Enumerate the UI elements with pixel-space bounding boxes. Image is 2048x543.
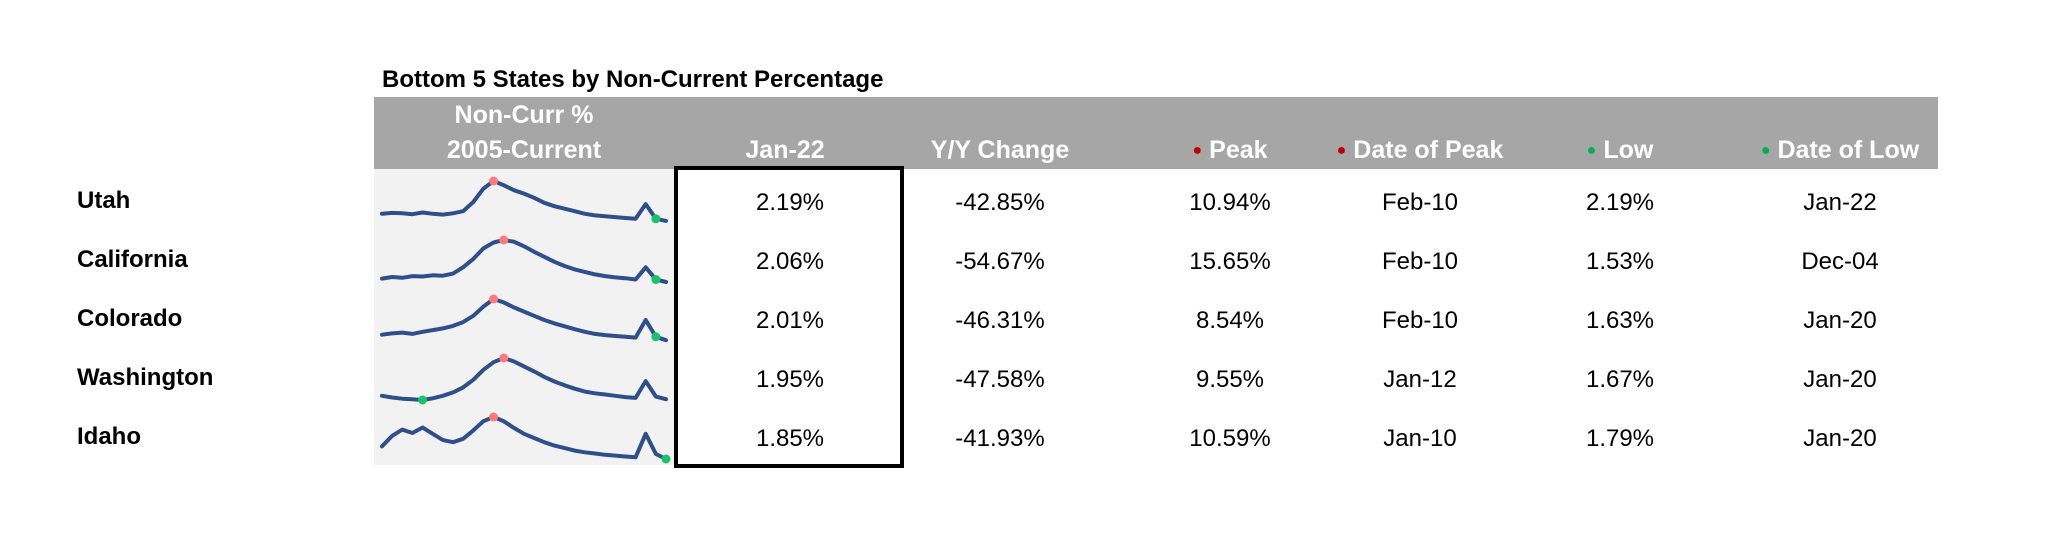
cell-current: 2.06% (755, 248, 825, 275)
header-low-date-label: Date of Low (1777, 136, 1920, 164)
header-sparkline-line2: 2005-Current (446, 136, 602, 164)
sparkline-path (380, 356, 668, 402)
cell-peak-date: Jan-12 (1383, 366, 1457, 393)
cell-peak-date: Feb-10 (1381, 248, 1459, 275)
low-dot-icon: ● (1586, 142, 1597, 159)
header-peak-date-label: Date of Peak (1353, 136, 1504, 164)
sparkline-path (380, 415, 668, 461)
sparkline-low-marker (651, 214, 661, 224)
cell-peak: 8.54% (1195, 307, 1265, 334)
cell-peak: 10.94% (1189, 189, 1271, 216)
cell-low-date: Dec-04 (1801, 248, 1879, 275)
cell-low: 1.67% (1585, 366, 1655, 393)
cell-yoy: -47.58% (955, 366, 1045, 393)
sparkline-peak-marker (489, 176, 499, 186)
cell-current: 2.01% (755, 307, 825, 334)
table-title: Bottom 5 States by Non-Current Percentag… (382, 66, 884, 93)
low-date-dot-icon: ● (1760, 142, 1771, 159)
current-column-highlight-box (674, 166, 904, 468)
sparkline (380, 235, 668, 284)
sparkline (380, 176, 668, 224)
header-peak-date: ● Date of Peak (1290, 135, 1550, 166)
cell-peak: 10.59% (1189, 425, 1271, 452)
cell-low: 2.19% (1585, 189, 1655, 216)
sparkline-path (380, 179, 668, 223)
row-label-california: California (77, 246, 188, 273)
sparkline-low-marker (651, 332, 661, 342)
header-sparkline-line1: Non-Curr % (454, 101, 594, 129)
header-low: ● Low (1520, 135, 1720, 166)
cell-yoy: -41.93% (955, 425, 1045, 452)
sparkline (380, 353, 668, 405)
cell-low-date: Jan-20 (1803, 366, 1877, 393)
cell-yoy: -42.85% (955, 189, 1045, 216)
sparkline (380, 294, 668, 343)
sparkline-peak-marker (499, 353, 509, 363)
header-peak: ● Peak (1130, 135, 1330, 166)
cell-low: 1.63% (1585, 307, 1655, 334)
header-peak-label: Peak (1209, 136, 1268, 164)
cell-peak-date: Jan-10 (1383, 425, 1457, 452)
sparkline-path (380, 238, 668, 284)
cell-low-date: Jan-22 (1803, 189, 1877, 216)
cell-peak-date: Feb-10 (1381, 307, 1459, 334)
row-label-utah: Utah (77, 187, 131, 214)
cell-current: 1.85% (755, 425, 825, 452)
cell-yoy: -46.31% (955, 307, 1045, 334)
cell-low: 1.53% (1585, 248, 1655, 275)
header-current: Jan-22 (745, 136, 825, 164)
cell-peak-date: Feb-10 (1381, 189, 1459, 216)
sparkline-path (380, 297, 668, 343)
cell-peak: 9.55% (1195, 366, 1265, 393)
row-label-colorado: Colorado (77, 305, 183, 332)
sparkline-peak-marker (489, 294, 499, 304)
peak-dot-icon: ● (1192, 142, 1203, 159)
header-low-date: ● Date of Low (1722, 135, 1958, 166)
sparkline-low-marker (661, 454, 671, 464)
peak-date-dot-icon: ● (1336, 142, 1347, 159)
sparkline-low-marker (418, 395, 428, 405)
header-low-label: Low (1603, 136, 1654, 164)
header-band (374, 97, 1938, 169)
header-yoy: Y/Y Change (930, 136, 1070, 164)
cell-low-date: Jan-20 (1803, 307, 1877, 334)
row-label-idaho: Idaho (77, 423, 141, 450)
sparkline-peak-marker (499, 235, 509, 245)
row-label-washington: Washington (77, 364, 214, 391)
cell-low-date: Jan-20 (1803, 425, 1877, 452)
cell-current: 2.19% (755, 189, 825, 216)
sparkline-low-marker (651, 274, 661, 284)
cell-yoy: -54.67% (955, 248, 1045, 275)
cell-current: 1.95% (755, 366, 825, 393)
cell-low: 1.79% (1585, 425, 1655, 452)
sparkline (380, 412, 671, 464)
cell-peak: 15.65% (1189, 248, 1271, 275)
sparkline-peak-marker (489, 412, 499, 422)
